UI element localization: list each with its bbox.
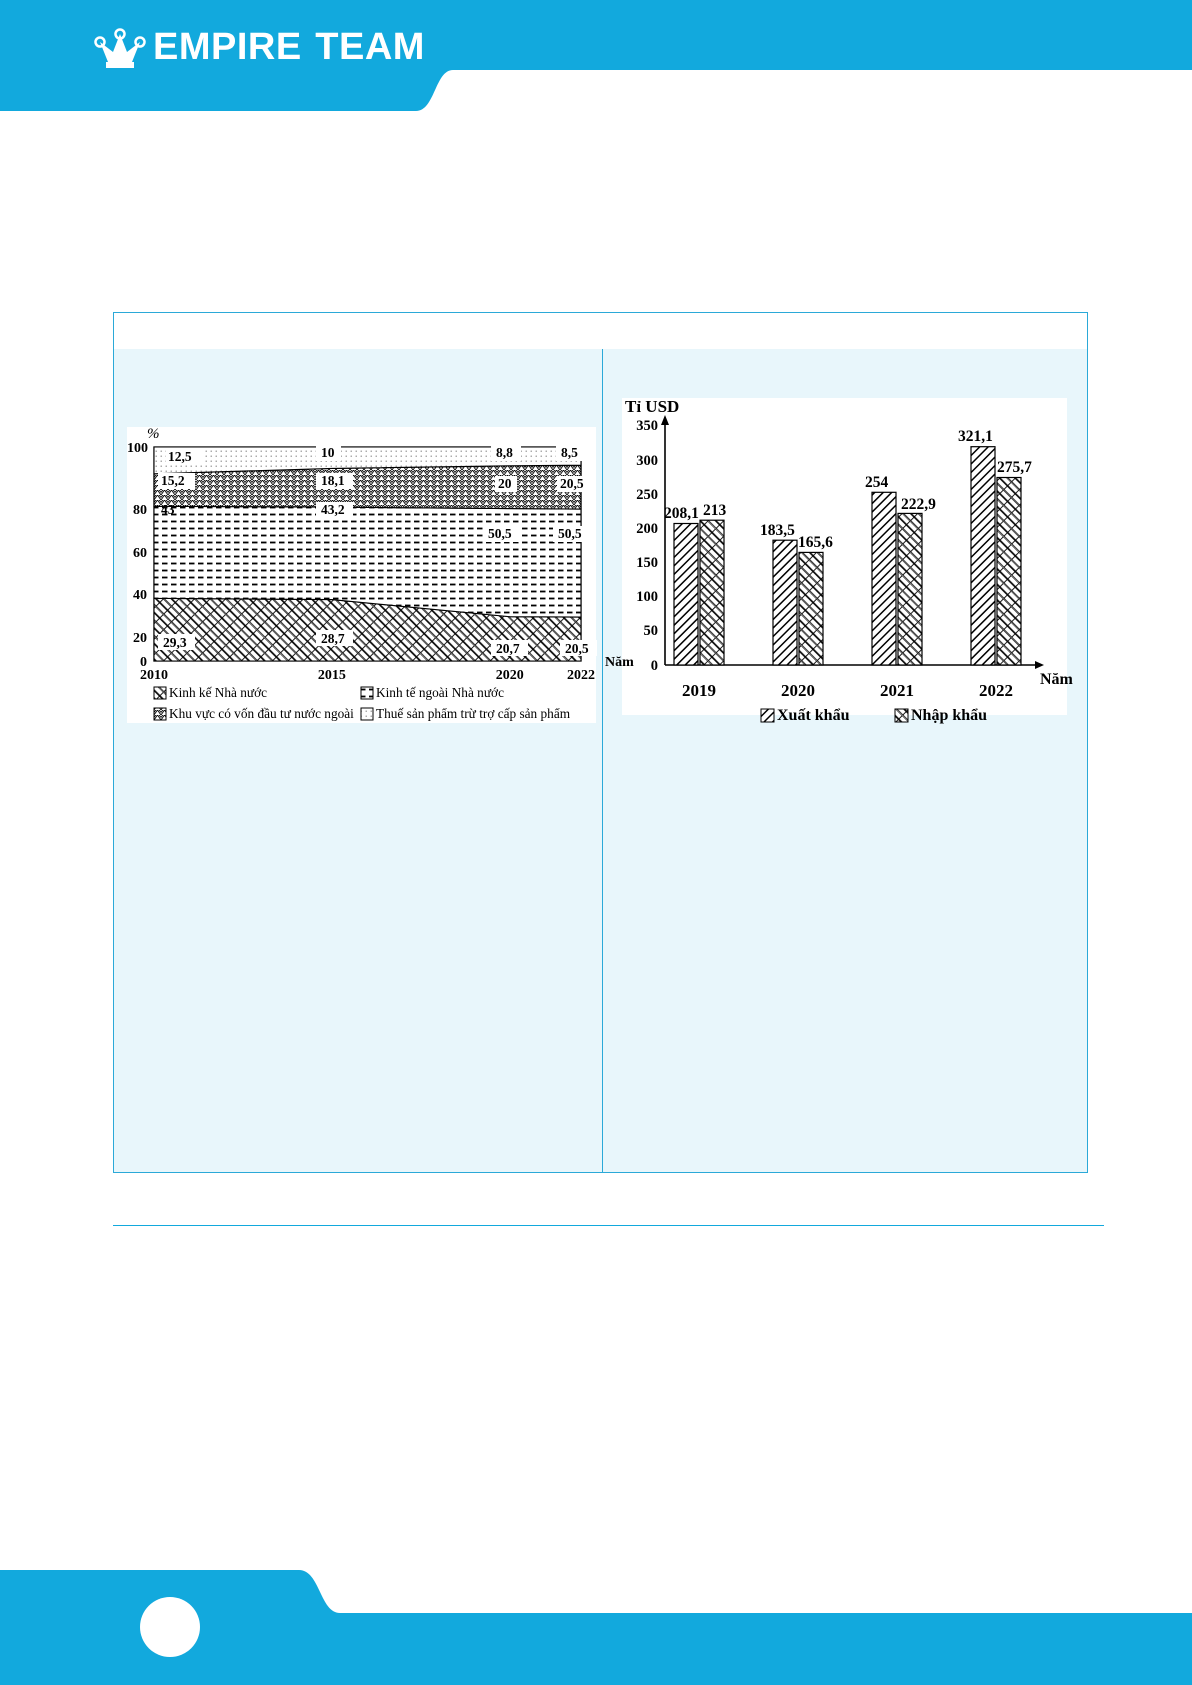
svg-text:2019: 2019 [682,681,716,700]
svg-text:0: 0 [651,658,658,674]
svg-text:Xuất khẩu: Xuất khẩu [777,707,850,724]
svg-text:50: 50 [644,623,659,639]
svg-text:254: 254 [865,474,889,491]
svg-text:300: 300 [636,453,658,469]
svg-text:150: 150 [636,555,658,571]
svg-text:100: 100 [636,589,658,605]
svg-text:165,6: 165,6 [798,534,833,551]
svg-text:208,1: 208,1 [664,505,699,522]
svg-text:213: 213 [703,502,727,519]
svg-text:200: 200 [636,521,658,537]
svg-text:275,7: 275,7 [997,459,1032,476]
svg-text:2022: 2022 [979,681,1013,700]
svg-text:321,1: 321,1 [958,428,993,445]
svg-text:350: 350 [636,418,658,434]
svg-text:Nhập khẩu: Nhập khẩu [911,707,987,724]
svg-text:2020: 2020 [781,681,815,700]
svg-text:Năm: Năm [1040,671,1074,688]
svg-text:183,5: 183,5 [760,522,795,539]
svg-text:250: 250 [636,487,658,503]
svg-text:2021: 2021 [880,681,914,700]
svg-text:Tỉ USD: Tỉ USD [625,397,679,416]
svg-text:222,9: 222,9 [901,496,936,513]
